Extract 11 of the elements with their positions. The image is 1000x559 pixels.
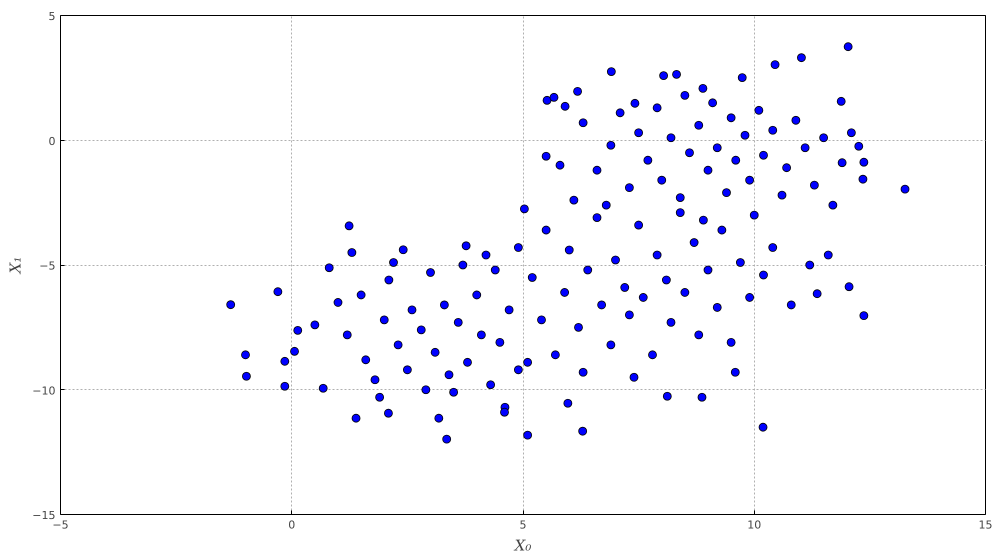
- x-tick-label: 15: [978, 518, 992, 532]
- x-tick-label: 0: [288, 518, 296, 532]
- x-tick-label: 10: [747, 518, 762, 532]
- x-axis-title: X₀: [514, 536, 532, 554]
- y-tick-label: 0: [48, 134, 56, 148]
- y-tick-label: −5: [39, 260, 56, 272]
- y-tick-label: 5: [48, 10, 56, 23]
- y-axis-title: X₁: [6, 256, 24, 274]
- x-tick-label: 5: [520, 518, 526, 532]
- y-tick-label: −15: [32, 509, 56, 522]
- y-tick-label: −10: [32, 384, 56, 398]
